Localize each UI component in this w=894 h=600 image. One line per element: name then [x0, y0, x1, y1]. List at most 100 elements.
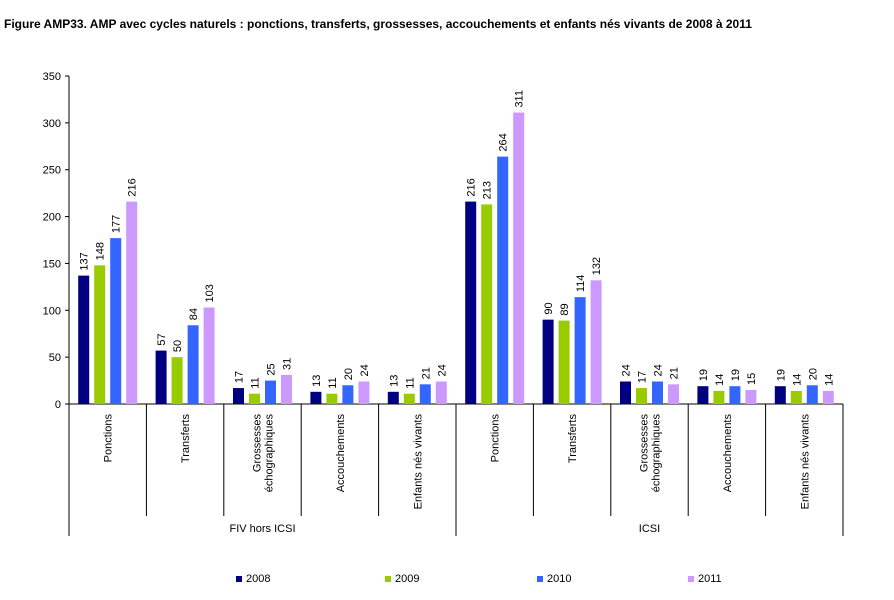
data-label: 114: [575, 275, 587, 293]
data-label: 132: [591, 257, 603, 275]
data-label: 20: [343, 368, 355, 380]
bar-2009: [558, 320, 570, 404]
bar-2009: [790, 390, 802, 404]
bar-2009: [326, 393, 338, 404]
legend-item-2011: 2011: [688, 570, 722, 588]
bar-2010: [574, 297, 586, 404]
bar-2011: [435, 381, 447, 404]
legend-label: 2008: [246, 573, 271, 585]
bar-2009: [403, 393, 415, 404]
legend-swatch: [688, 576, 694, 582]
data-label: 57: [156, 333, 168, 345]
data-label: 24: [621, 364, 633, 376]
bar-2009: [636, 388, 647, 404]
data-label: 13: [388, 375, 400, 387]
bar-2008: [155, 350, 167, 404]
bar-2010: [187, 325, 199, 404]
legend-label: 2009: [395, 573, 420, 585]
category-label: Transferts: [567, 414, 579, 464]
data-label: 14: [714, 374, 726, 386]
bar-2011: [358, 381, 370, 404]
bar-2009: [94, 265, 106, 404]
bar-2010: [497, 156, 509, 404]
data-label: 11: [404, 377, 416, 388]
data-label: 137: [79, 252, 91, 270]
data-label: 24: [653, 364, 665, 376]
legend-label: 2011: [698, 573, 722, 585]
bar-2008: [233, 388, 244, 404]
bar-2011: [745, 389, 757, 404]
data-label: 19: [730, 369, 742, 381]
bar-2010: [265, 380, 276, 404]
data-label: 216: [127, 178, 139, 196]
y-tick-label: 250: [43, 165, 61, 177]
data-label: 31: [282, 358, 294, 370]
bar-2011: [281, 374, 292, 404]
legend-item-2008: 2008: [236, 570, 270, 588]
data-label: 103: [204, 284, 216, 302]
data-label: 17: [234, 371, 246, 383]
data-label: 21: [420, 367, 432, 379]
category-label: Accouchements: [722, 414, 734, 493]
data-label: 177: [111, 215, 123, 233]
data-label: 84: [188, 308, 200, 320]
data-label: 19: [698, 369, 710, 381]
data-label: 21: [669, 367, 681, 379]
data-label: 14: [791, 374, 803, 386]
legend-swatch: [537, 576, 543, 582]
data-label: 13: [311, 375, 323, 387]
category-label: Ponctions: [103, 414, 115, 463]
y-tick-label: 50: [49, 352, 61, 364]
chart-title: Figure AMP33. AMP avec cycles naturels :…: [4, 17, 752, 31]
data-label: 14: [823, 374, 835, 386]
category-label: Grossesses: [639, 414, 651, 473]
data-label: 19: [775, 369, 787, 381]
legend-swatch: [236, 576, 242, 582]
legend-swatch: [385, 576, 391, 582]
bar-2008: [620, 381, 631, 404]
category-label: Accouchements: [335, 414, 347, 493]
category-label: Enfants nés vivants: [799, 414, 811, 510]
data-label: 15: [746, 373, 758, 385]
data-label: 148: [95, 242, 107, 260]
category-label: échographiques: [651, 414, 663, 493]
bar-2011: [126, 201, 138, 404]
data-label: 24: [436, 364, 448, 376]
bar-2008: [774, 386, 786, 404]
y-tick-label: 100: [43, 305, 61, 317]
bar-2010: [729, 386, 741, 404]
y-tick-label: 350: [43, 71, 61, 83]
bar-2009: [171, 357, 183, 404]
bar-2011: [668, 384, 679, 404]
y-tick-label: 0: [55, 399, 61, 411]
bar-2008: [310, 391, 322, 404]
bar-2011: [590, 280, 602, 404]
legend: 2008 2009 2010 2011: [0, 570, 894, 590]
group-label: FIV hors ICSI: [229, 523, 295, 535]
data-label: 311: [514, 90, 526, 108]
group-label: ICSI: [639, 523, 660, 535]
data-label: 20: [807, 368, 819, 380]
bar-2008: [78, 275, 90, 404]
data-label: 24: [359, 364, 371, 376]
bar-2008: [697, 386, 709, 404]
data-label: 17: [637, 371, 649, 383]
bar-2010: [342, 385, 354, 404]
bar-2010: [110, 238, 122, 404]
category-label: Grossesses: [252, 414, 264, 473]
data-label: 50: [172, 340, 184, 352]
bar-2008: [542, 319, 554, 404]
category-label: Ponctions: [490, 414, 502, 463]
bar-2009: [713, 390, 725, 404]
bar-2010: [419, 384, 431, 404]
data-label: 213: [482, 181, 494, 199]
data-label: 25: [266, 363, 278, 375]
y-tick-label: 200: [43, 212, 61, 224]
bar-2011: [822, 390, 834, 404]
bar-2008: [465, 201, 477, 404]
data-label: 90: [543, 302, 555, 314]
bar-2008: [387, 391, 399, 404]
bar-2011: [513, 112, 525, 404]
y-tick-label: 300: [43, 118, 61, 130]
